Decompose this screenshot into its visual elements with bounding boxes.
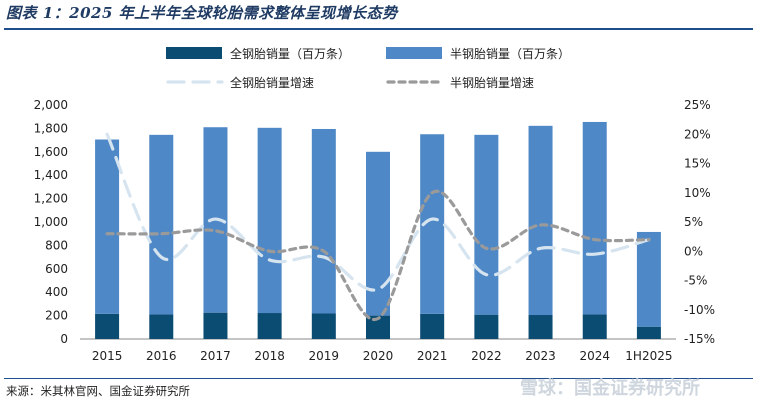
y-left-tick-label: 400 (45, 285, 68, 299)
bar-semi-steel (528, 125, 553, 316)
x-tick-label: 1H2025 (625, 349, 672, 363)
bar-all-steel (149, 314, 174, 339)
watermark: 雪球：国金证券研究所 (520, 378, 700, 399)
bar-semi-steel (636, 231, 661, 327)
y-right-tick-label: -10% (684, 303, 715, 317)
bar-all-steel (582, 314, 607, 339)
y-right-tick-label: 5% (684, 215, 703, 229)
y-left-tick-label: 1,400 (34, 168, 68, 182)
line-all-steel-growth (105, 132, 651, 292)
x-tick-label: 2021 (417, 349, 448, 363)
legend-label: 全钢胎销量（百万条） (230, 46, 350, 61)
y-left-tick-label: 1,200 (34, 192, 68, 206)
x-tick-label: 2019 (309, 349, 340, 363)
legend: 全钢胎销量（百万条） 半钢胎销量（百万条） 全钢胎销量增速 半钢胎销量增速 (166, 46, 570, 90)
legend-swatch (166, 47, 222, 59)
bar-all-steel (95, 313, 120, 339)
y-right-tick-label: 25% (684, 98, 711, 112)
y-right-tick-label: -15% (684, 332, 715, 346)
bar-all-steel (420, 313, 445, 339)
bar-semi-steel (257, 127, 282, 314)
y-right-tick-label: 15% (684, 157, 711, 171)
growth-lines (105, 132, 651, 321)
bar-semi-steel (95, 139, 120, 314)
legend-swatch (386, 47, 442, 59)
y-left-tick-label: 200 (45, 309, 68, 323)
y-left-tick-label: 1,000 (34, 215, 68, 229)
x-tick-label: 2016 (146, 349, 177, 363)
source-note: 来源：米其林官网、国金证券研究所 (6, 384, 190, 398)
bottom-rule (4, 378, 753, 379)
legend-label: 全钢胎销量增速 (230, 75, 314, 90)
x-tick-label: 2017 (200, 349, 231, 363)
legend-label: 半钢胎销量增速 (450, 76, 534, 90)
x-tick-label: 2020 (363, 349, 394, 363)
bar-all-steel (528, 315, 553, 339)
x-tick-label: 2015 (92, 349, 123, 363)
y-right-tick-label: 10% (684, 186, 711, 200)
y-right-tick-label: -5% (684, 274, 707, 288)
legend-label: 半钢胎销量（百万条） (450, 47, 570, 61)
y-left-tick-label: 1,800 (34, 121, 68, 135)
bar-all-steel (366, 315, 390, 339)
y-left-tick-label: 1,600 (34, 145, 68, 159)
figure-title: 图表 1：2025 年上半年全球轮胎需求整体呈现增长态势 (6, 4, 398, 22)
bar-all-steel (474, 314, 499, 339)
bar-all-steel (636, 326, 661, 339)
bar-semi-steel (311, 128, 336, 314)
x-tick-label: 2022 (471, 349, 502, 363)
bar-semi-steel (149, 134, 174, 315)
y-left-tick-label: 600 (45, 262, 68, 276)
x-tick-label: 2018 (254, 349, 285, 363)
y-left-tick-label: 800 (45, 238, 68, 252)
bar-all-steel (257, 313, 282, 339)
x-tick-label: 2023 (525, 349, 556, 363)
title-rule (4, 28, 753, 30)
axes: 0 200 400 600 800 1,000 1,200 1,400 1,600 1,800 2,… (34, 98, 715, 363)
bar-all-steel (203, 312, 228, 339)
x-tick-label: 2024 (579, 349, 610, 363)
line-semi-steel-growth (105, 189, 651, 321)
bar-all-steel (311, 313, 336, 339)
tire-sales-chart: 全钢胎销量（百万条） 半钢胎销量（百万条） 全钢胎销量增速 半钢胎销量增速 0 200 4… (34, 46, 715, 363)
y-right-tick-label: 20% (684, 127, 711, 141)
bar-semi-steel (582, 121, 607, 315)
bar-semi-steel (474, 134, 499, 315)
y-left-tick-label: 2,000 (34, 98, 68, 112)
y-left-tick-label: 0 (60, 332, 68, 346)
y-right-tick-label: 0% (684, 244, 703, 258)
bars (95, 121, 661, 339)
